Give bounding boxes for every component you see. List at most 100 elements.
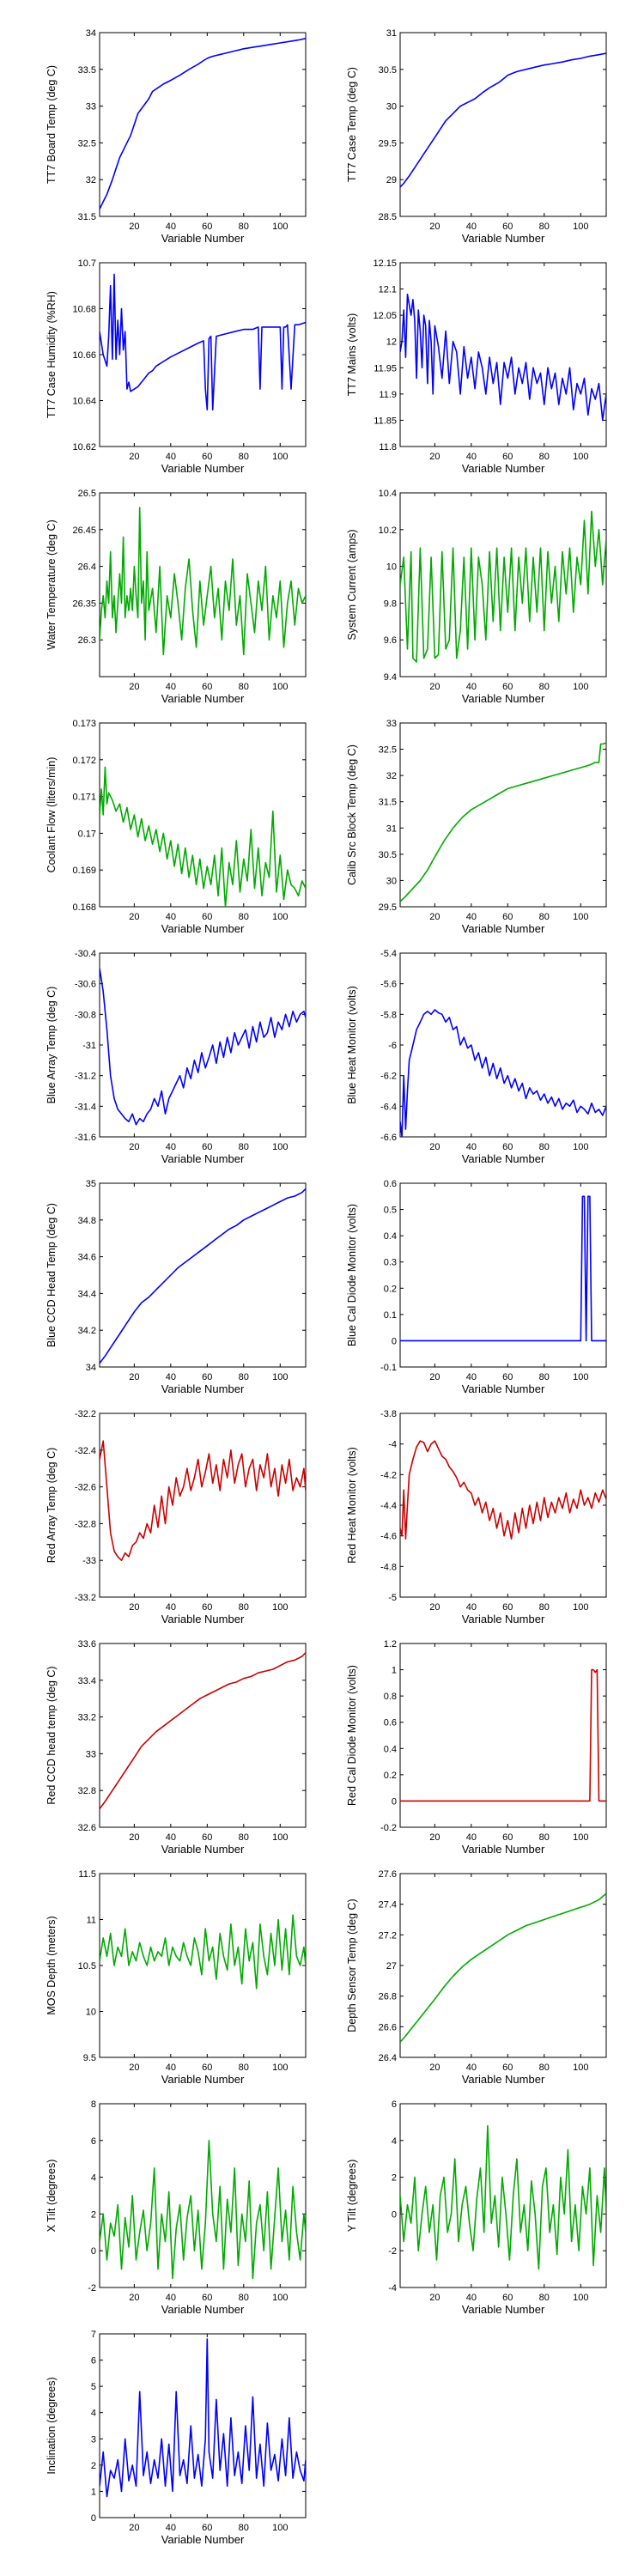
y-tick-label: 29.5 [379,902,397,913]
x-tick-label: 100 [272,682,288,692]
y-tick-label: -5.6 [380,980,397,990]
y-tick-label: 27.2 [379,1930,397,1941]
y-tick-label: -30.8 [75,1010,96,1020]
x-tick-label: 20 [429,452,440,462]
x-tick-label: 60 [202,222,212,232]
x-tick-label: 80 [539,2293,550,2303]
y-tick-label: -5 [388,1593,397,1603]
x-tick-label: 40 [466,1832,477,1843]
x-tick-label: 20 [129,1142,139,1152]
y-tick-label: -31.2 [75,1072,96,1082]
y-tick-label: 0.173 [72,719,96,729]
chart-panel-6: 9.4 9.6 9.8 10 10.2 10.4 20 40 60 80 100 Variable N… [346,489,607,705]
series-line [400,1668,606,1802]
y-axis-label: Y Tilt (degrees) [346,2160,358,2233]
x-tick-label: 80 [239,912,249,922]
x-tick-label: 60 [202,2063,212,2073]
chart-panel-4: 11.8 11.85 11.9 11.95 12 12.05 12.1 12.15 20 40 60… [346,258,607,475]
y-axis-label: Water Temperature (deg C) [46,519,58,649]
y-tick-label: -2 [388,2246,397,2257]
x-tick-label: 20 [129,2293,139,2303]
y-tick-label: 0.6 [384,1179,397,1189]
x-tick-label: 20 [129,1602,139,1613]
x-axis-label: Variable Number [161,1152,245,1165]
y-tick-label: 34.2 [78,1326,96,1336]
y-axis-label: Coolant Flow (liters/min) [46,757,58,873]
x-tick-label: 100 [272,2523,288,2533]
chart-panel-3: 10.62 10.64 10.66 10.68 10.7 20 40 60 80 100 Varia… [46,258,307,475]
y-tick-label: 31.5 [379,798,397,808]
y-tick-label: 10.62 [72,442,96,453]
y-tick-label: 26.35 [72,598,96,609]
y-axis-label: Red Array Temp (deg C) [46,1448,58,1564]
y-tick-label: 32.6 [78,1823,96,1833]
chart-panel-18: 26.4 26.6 26.8 27 27.2 27.4 27.6 20 40 60 80 100 Var… [346,1869,607,2086]
x-axis-label: Variable Number [462,922,545,935]
y-tick-label: 0.2 [384,1771,397,1781]
y-tick-label: 0.1 [384,1310,397,1321]
y-tick-label: 0.168 [72,902,96,913]
y-tick-label: 6 [392,2099,397,2110]
x-tick-label: 20 [429,1372,440,1382]
y-tick-label: -5.4 [380,949,397,959]
x-tick-label: 100 [272,1372,288,1382]
y-tick-label: -30.4 [75,949,96,959]
y-axis-label: TT7 Case Temp (deg C) [346,67,358,182]
y-tick-label: 5 [91,2382,96,2392]
y-tick-label: 32 [386,771,397,781]
y-tick-label: 7 [91,2330,96,2340]
x-axis-label: Variable Number [161,2533,245,2546]
y-tick-label: 26.45 [72,526,96,536]
x-tick-label: 60 [502,682,513,692]
y-axis-label: Calib Src Block Temp (deg C) [346,744,358,885]
y-tick-label: 30 [386,876,397,886]
chart-panel-20: -4 -2 0 2 4 6 20 40 60 80 100 Variable Number Y Tilt… [346,2099,607,2316]
chart-panel-2: 28.5 29 29.5 30 30.5 31 20 40 60 80 100 Variable Nu… [346,28,607,245]
plot-area [99,2333,307,2518]
x-axis-label: Variable Number [161,922,245,935]
y-tick-label: -5.8 [380,1010,397,1020]
y-tick-label: 33.6 [78,1639,96,1649]
y-tick-label: -6.6 [380,1133,397,1143]
y-tick-label: 26.4 [379,2053,397,2063]
chart-panel-15: 32.6 32.8 33 33.2 33.4 33.6 20 40 60 80 100 Variabl… [46,1639,307,1856]
y-tick-label: 29.5 [379,138,397,149]
y-tick-label: 4 [91,2409,96,2419]
x-tick-label: 40 [166,682,176,692]
x-tick-label: 80 [239,1602,249,1613]
y-tick-label: -4.4 [380,1501,397,1511]
y-tick-label: -6 [388,1041,397,1051]
x-tick-label: 20 [129,912,139,922]
x-tick-label: 40 [166,2523,176,2533]
x-tick-label: 100 [573,2063,588,2073]
y-axis-label: Red Cal Diode Monitor (volts) [346,1665,358,1806]
x-tick-label: 60 [202,1832,212,1843]
y-tick-label: 31 [386,28,397,39]
x-tick-label: 100 [573,1142,588,1152]
y-tick-label: -4.8 [380,1562,397,1572]
chart-panel-5: 26.3 26.35 26.4 26.45 26.5 20 40 60 80 100 Variabl… [46,489,307,705]
x-tick-label: 60 [202,452,212,462]
x-tick-label: 100 [573,682,588,692]
y-tick-label: 12.15 [373,258,397,269]
x-axis-label: Variable Number [161,2073,245,2086]
plot-area [399,1643,607,1828]
x-tick-label: 20 [129,2523,139,2533]
y-tick-label: 0.171 [72,793,96,803]
x-tick-label: 100 [272,222,288,232]
y-tick-label: -32.6 [75,1483,96,1493]
x-tick-label: 40 [166,1142,176,1152]
y-tick-label: -31 [82,1041,96,1051]
series-line [400,510,606,663]
y-tick-label: 34 [86,28,96,39]
y-tick-label: 10 [86,2008,96,2018]
x-axis-label: Variable Number [462,2303,545,2316]
y-tick-label: 10 [386,562,397,573]
y-tick-label: 10.2 [379,526,397,536]
y-tick-label: 33 [86,1749,96,1759]
plot-area [99,32,307,217]
y-tick-label: 10.68 [72,305,96,315]
x-tick-label: 80 [239,2063,249,2073]
x-tick-label: 80 [539,912,550,922]
